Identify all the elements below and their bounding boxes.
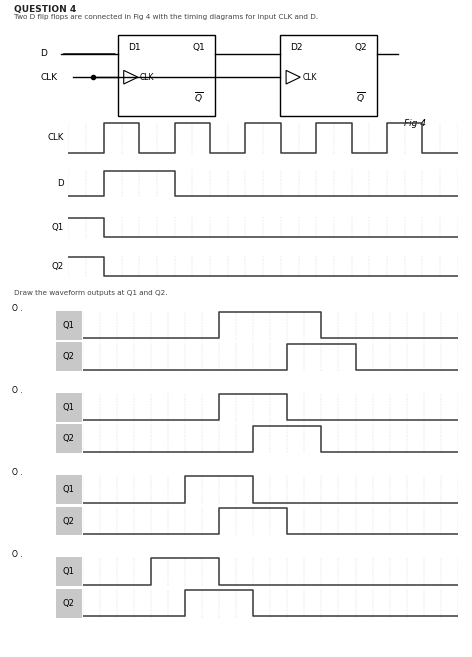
- Text: D1: D1: [128, 43, 140, 52]
- Text: Q2: Q2: [354, 43, 367, 52]
- Text: Q2: Q2: [63, 434, 75, 443]
- Bar: [118, 35, 215, 116]
- Text: CLK: CLK: [140, 73, 154, 81]
- Text: O .: O .: [12, 550, 23, 559]
- Text: Q1: Q1: [51, 223, 64, 232]
- Text: Q1: Q1: [192, 43, 205, 52]
- Text: Two D flip flops are connected in Fig 4 with the timing diagrams for input CLK a: Two D flip flops are connected in Fig 4 …: [14, 14, 318, 20]
- Text: Q2: Q2: [63, 352, 75, 361]
- Text: CLK: CLK: [302, 73, 317, 81]
- Bar: [280, 35, 378, 116]
- Text: O .: O .: [12, 386, 23, 395]
- Text: $\overline{Q}$: $\overline{Q}$: [356, 90, 365, 105]
- Text: O .: O .: [12, 304, 23, 313]
- Text: Q1: Q1: [63, 403, 75, 412]
- Text: Q1: Q1: [63, 485, 75, 494]
- Text: CLK: CLK: [47, 133, 64, 143]
- Text: Fig 4: Fig 4: [404, 120, 426, 128]
- Text: Q2: Q2: [63, 599, 75, 608]
- Text: D: D: [41, 49, 47, 58]
- Text: Q1: Q1: [63, 321, 75, 330]
- Text: $\overline{Q}$: $\overline{Q}$: [194, 90, 203, 105]
- Text: Q2: Q2: [51, 262, 64, 271]
- Text: D2: D2: [290, 43, 303, 52]
- Text: Draw the waveform outputs at Q1 and Q2.: Draw the waveform outputs at Q1 and Q2.: [14, 290, 168, 296]
- Text: Q1: Q1: [63, 567, 75, 576]
- Text: Q2: Q2: [63, 516, 75, 526]
- Text: O .: O .: [12, 468, 23, 477]
- Text: D: D: [57, 179, 64, 188]
- Text: CLK: CLK: [41, 73, 58, 81]
- Text: QUESTION 4: QUESTION 4: [14, 5, 76, 14]
